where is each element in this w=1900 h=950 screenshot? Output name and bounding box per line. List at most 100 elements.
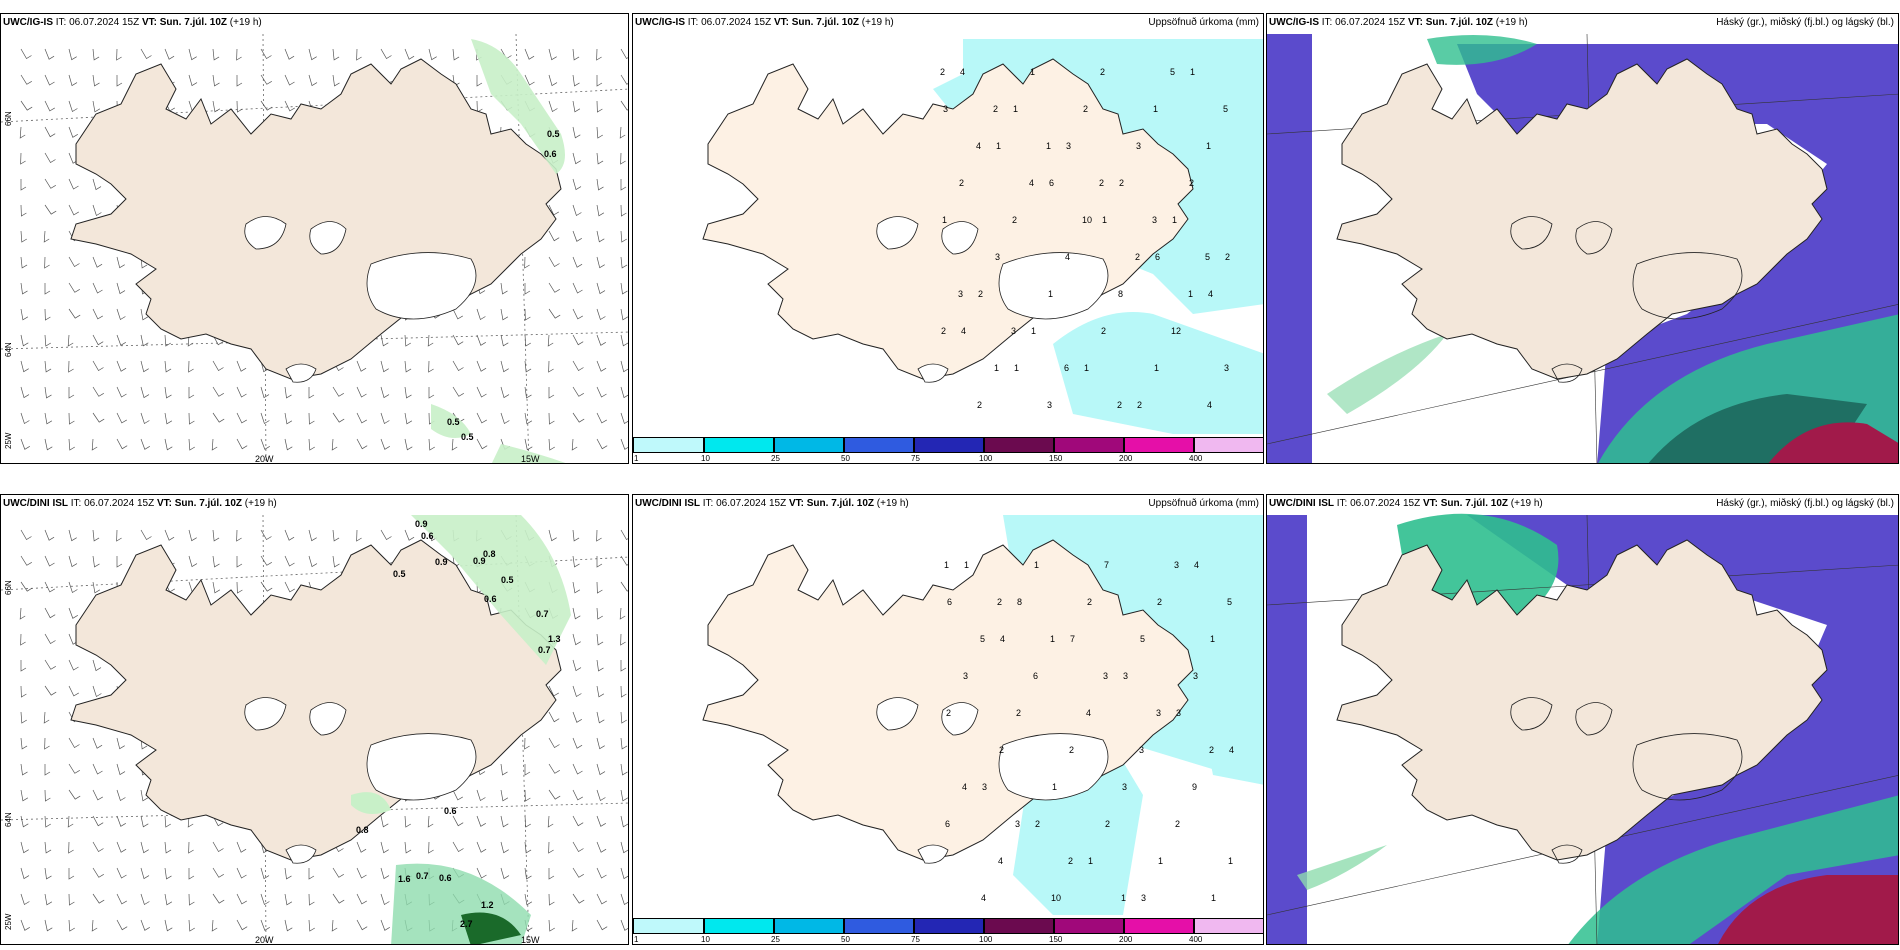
wind-barb — [331, 438, 338, 451]
wind-barb — [92, 282, 103, 294]
precip-number: 2 — [1135, 252, 1140, 262]
wind-barb — [620, 100, 628, 111]
wind-barb — [68, 555, 78, 568]
panel-header: UWC/DINI ISL IT: 06.07.2024 15Z VT: Sun.… — [635, 498, 909, 509]
panel-wind-igis: UWC/IG-IS IT: 06.07.2024 15Z VT: Sun. 7.… — [0, 13, 629, 464]
wind-barb — [404, 815, 411, 828]
colorbar-tick: 100 — [979, 454, 993, 463]
colorbar-seg — [633, 918, 704, 934]
precip-number: 2 — [1083, 104, 1088, 114]
wind-barb — [596, 204, 605, 217]
glacier — [1575, 221, 1613, 255]
colorbar-seg — [704, 918, 774, 934]
glacier — [876, 697, 919, 731]
wind-barb — [92, 815, 104, 827]
wind-barb — [476, 75, 483, 87]
wind-barb — [20, 737, 28, 750]
wind-barb — [188, 529, 197, 542]
precip-number: 4 — [962, 782, 967, 792]
glaciers — [876, 216, 1109, 383]
iceland-land — [1336, 539, 1828, 861]
precip-map-bottom: 1 2 1 3 3 2 4 3 2 1 3 5 5 6 4 3 9 6 4 10 7 2 1 3 2 2 3 2 1 4 1 2 5 3 2 2 1 2 1… — [702, 515, 1263, 915]
wind-barb — [548, 438, 555, 451]
precip-number: 3 — [1047, 400, 1052, 410]
glacier — [244, 697, 287, 731]
precip-number: 7 — [1070, 634, 1075, 644]
colorbar-tick: 50 — [841, 935, 850, 944]
colorbar-tick: 25 — [771, 454, 780, 463]
wind-barb — [596, 789, 606, 802]
wind-barb — [260, 555, 272, 566]
precip-number: 5 — [1223, 104, 1228, 114]
wind-barb — [44, 48, 55, 60]
panel-header: UWC/DINI ISL IT: 06.07.2024 15Z VT: Sun.… — [3, 498, 277, 509]
precip-number: 1 — [1172, 215, 1177, 225]
wind-barb — [164, 360, 172, 373]
wind-barb — [67, 815, 74, 828]
panel-clouds-igis: UWC/IG-IS IT: 06.07.2024 15Z VT: Sun. 7.… — [1266, 13, 1899, 464]
wind-value: 0.8 — [483, 549, 496, 559]
clouds-map-bottom — [1267, 513, 1898, 944]
wind-barb — [20, 360, 29, 373]
wind-barb — [620, 815, 628, 828]
wind-barb — [620, 412, 628, 425]
glacier — [917, 363, 949, 383]
wind-barb — [452, 360, 464, 371]
colorbar-tick: 75 — [911, 454, 920, 463]
wind-barb — [212, 867, 224, 878]
wind-barb — [92, 48, 100, 61]
wind-barb — [92, 360, 104, 371]
wind-barb — [44, 412, 53, 425]
wind-barb — [260, 48, 272, 59]
green-patches — [351, 515, 571, 944]
wind-barb — [68, 763, 80, 774]
wind-barb — [92, 256, 103, 268]
wind-barb — [596, 412, 607, 424]
colorbar-seg — [914, 918, 984, 934]
wind-barb — [92, 737, 103, 749]
precip-number: 4 — [1208, 289, 1213, 299]
wind-barb — [572, 48, 580, 61]
wind-barb — [68, 100, 78, 113]
wind-barb — [44, 360, 52, 373]
wind-barb — [380, 438, 390, 450]
wind-barb — [500, 789, 509, 802]
wind-barb — [20, 100, 33, 111]
precip-number: 3 — [1224, 363, 1229, 373]
colorbar-tick: 1 — [634, 454, 639, 463]
wind-barb — [44, 386, 52, 399]
wind-barb — [596, 841, 607, 853]
colorbar-seg — [633, 437, 704, 453]
precip-number: 2 — [999, 745, 1004, 755]
wind-barb — [140, 386, 150, 399]
wind-barb — [284, 867, 292, 880]
wind-barb — [404, 412, 413, 425]
wind-barb — [236, 75, 243, 87]
wind-barb — [476, 100, 483, 113]
wind-barb — [596, 75, 603, 87]
glaciers — [876, 697, 1109, 864]
glacier — [1575, 702, 1613, 736]
precip-number: 2 — [1035, 819, 1040, 829]
precip-number: 3 — [982, 782, 987, 792]
wind-barb — [524, 737, 530, 750]
wind-barb — [476, 841, 487, 853]
wind-value: 2.7 — [460, 919, 473, 929]
precip-colorbar: 1 10 25 50 75 100 150 200 400 — [633, 918, 1263, 944]
wind-barb — [596, 48, 602, 61]
wind-barb — [44, 555, 55, 567]
precip-number: 2 — [1119, 178, 1124, 188]
wind-barb — [212, 360, 224, 371]
clouds-map-top — [1267, 33, 1898, 463]
wind-barb — [140, 308, 149, 321]
wind-barb — [404, 48, 415, 60]
wind-barb — [116, 841, 127, 853]
wind-barb — [427, 334, 434, 347]
wind-barb — [260, 893, 270, 906]
wind-barb — [596, 529, 602, 542]
wind-barb — [164, 919, 173, 932]
green-patches — [431, 39, 566, 463]
colorbar-tick: 200 — [1119, 935, 1133, 944]
wind-barb — [572, 178, 582, 191]
wind-barb — [20, 893, 30, 906]
